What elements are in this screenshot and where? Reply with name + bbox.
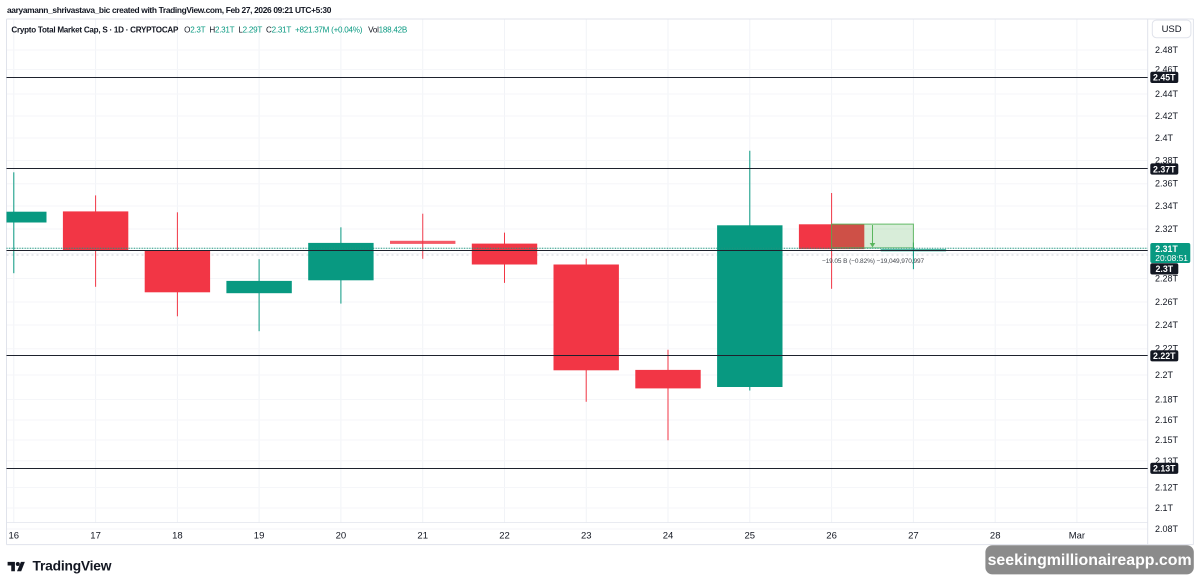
svg-text:Crypto Total Market Cap, S · 1: Crypto Total Market Cap, S · 1D · CRYPTO… [11,25,407,34]
svg-text:2.26T: 2.26T [1155,297,1179,307]
svg-text:27: 27 [908,530,919,541]
svg-text:2.22T: 2.22T [1155,344,1179,354]
svg-text:24: 24 [663,530,674,541]
svg-text:28: 28 [990,530,1001,541]
svg-text:21: 21 [417,530,428,541]
svg-text:TradingView: TradingView [33,558,112,573]
svg-text:2.31T: 2.31T [1155,244,1178,254]
svg-text:2.28T: 2.28T [1155,274,1179,284]
svg-text:2.37T: 2.37T [1153,164,1176,174]
svg-text:19: 19 [254,530,265,541]
svg-text:20:08:51: 20:08:51 [1155,253,1188,263]
svg-text:17: 17 [90,530,101,541]
svg-text:2.16T: 2.16T [1155,415,1179,425]
svg-text:2.18T: 2.18T [1155,395,1179,405]
svg-text:2.1T: 2.1T [1155,503,1174,513]
svg-text:25: 25 [745,530,756,541]
svg-text:2.08T: 2.08T [1155,524,1179,534]
svg-text:2.12T: 2.12T [1155,483,1179,493]
svg-text:20: 20 [336,530,347,541]
svg-text:2.32T: 2.32T [1155,224,1179,234]
svg-text:2.46T: 2.46T [1155,65,1179,75]
svg-text:2.3T: 2.3T [1155,264,1173,274]
svg-text:22: 22 [499,530,510,541]
svg-text:−19.05 B (−0.82%) −19,049,970,: −19.05 B (−0.82%) −19,049,970,997 [822,258,925,265]
svg-text:2.24T: 2.24T [1155,320,1179,330]
svg-text:seekingmillionaireapp.com: seekingmillionaireapp.com [988,552,1192,569]
svg-text:Mar: Mar [1069,530,1085,541]
svg-text:2.36T: 2.36T [1155,179,1179,189]
svg-text:2.2T: 2.2T [1155,370,1174,380]
svg-text:aaryamann_shrivastava_bic crea: aaryamann_shrivastava_bic created with T… [7,5,332,15]
svg-text:16: 16 [9,530,20,541]
svg-text:2.38T: 2.38T [1155,156,1179,166]
svg-text:2.22T: 2.22T [1153,351,1176,361]
svg-text:2.4T: 2.4T [1155,133,1174,143]
svg-text:USD: USD [1162,24,1182,35]
svg-text:2.34T: 2.34T [1155,201,1179,211]
svg-text:2.15T: 2.15T [1155,435,1179,445]
svg-text:26: 26 [826,530,837,541]
svg-text:2.45T: 2.45T [1153,73,1176,83]
svg-text:2.42T: 2.42T [1155,111,1179,121]
svg-text:18: 18 [172,530,183,541]
svg-text:2.13T: 2.13T [1155,456,1179,466]
svg-text:2.44T: 2.44T [1155,89,1179,99]
svg-text:2.48T: 2.48T [1155,45,1179,55]
svg-text:2.13T: 2.13T [1153,464,1176,474]
svg-text:23: 23 [581,530,592,541]
